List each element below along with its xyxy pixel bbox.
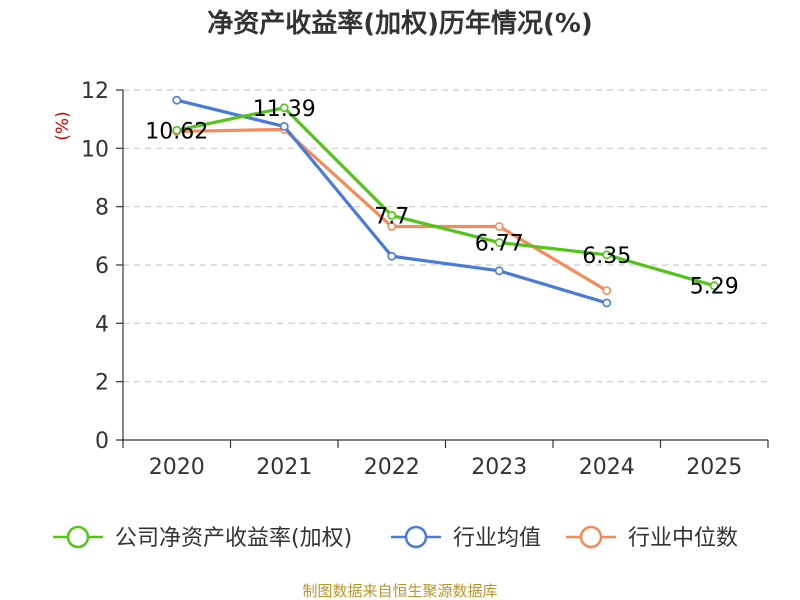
data-point[interactable]: [494, 238, 504, 247]
legend-item-1[interactable]: 行业均值: [391, 525, 541, 551]
data-point[interactable]: [387, 222, 397, 231]
y-tick-label: 0: [95, 429, 109, 454]
data-point[interactable]: [602, 286, 612, 296]
data-point[interactable]: [494, 266, 504, 276]
series-layer: [172, 95, 719, 308]
x-tick-label: 2021: [256, 455, 312, 480]
x-tick-label: 2023: [471, 455, 527, 480]
legend-marker-icon: [404, 525, 428, 549]
data-point[interactable]: [387, 251, 397, 261]
x-tick-label: 2024: [579, 455, 635, 480]
data-point[interactable]: [172, 125, 182, 135]
series-0: [172, 103, 719, 291]
y-tick-label: 8: [95, 196, 109, 221]
data-label: 5.29: [690, 275, 739, 300]
legend[interactable]: 公司净资产收益率(加权) 行业均值 行业中位数: [53, 525, 738, 551]
x-tick-label: 2025: [686, 455, 742, 480]
y-tick-label: 6: [95, 254, 109, 279]
legend-marker-icon: [579, 525, 603, 549]
y-axis-unit: (%): [53, 111, 73, 140]
data-label: 11.39: [253, 97, 316, 122]
y-tick-label: 4: [95, 312, 109, 337]
axis-layer: 0 2 4 6 8 10 12 2020 2021 2022 2023 2024 2025: [81, 79, 769, 480]
source-note: 制图数据来自恒生聚源数据库: [302, 582, 497, 600]
legend-marker-icon: [66, 525, 90, 549]
y-tick-label: 2: [95, 371, 109, 396]
legend-label: 行业均值: [453, 526, 541, 551]
data-label: 7.7: [374, 204, 409, 229]
x-tick-label: 2020: [149, 455, 205, 480]
series-line: [175, 106, 716, 288]
y-tick-label: 10: [81, 137, 109, 162]
legend-item-2[interactable]: 行业中位数: [566, 525, 738, 551]
data-label: 10.62: [145, 119, 208, 144]
data-point[interactable]: [279, 103, 289, 113]
y-tick-label: 12: [81, 79, 109, 104]
series-1: [172, 95, 612, 308]
data-point[interactable]: [494, 222, 504, 231]
legend-label: 公司净资产收益率(加权): [115, 526, 352, 551]
data-point[interactable]: [602, 298, 612, 308]
grid-layer: [123, 89, 768, 383]
data-point[interactable]: [279, 122, 289, 131]
data-point[interactable]: [709, 281, 719, 291]
data-point[interactable]: [172, 95, 182, 105]
data-label-layer: 10.62 11.39 7.7 6.77 6.35 5.29: [145, 97, 738, 300]
x-tick-label: 2022: [364, 455, 420, 480]
legend-label: 行业中位数: [628, 526, 738, 551]
chart-title: 净资产收益率(加权)历年情况(%): [207, 8, 593, 39]
legend-item-0[interactable]: 公司净资产收益率(加权): [53, 525, 352, 551]
data-label: 6.77: [475, 232, 524, 257]
data-point[interactable]: [387, 211, 397, 220]
data-label: 6.35: [582, 244, 631, 269]
data-point[interactable]: [602, 250, 612, 260]
